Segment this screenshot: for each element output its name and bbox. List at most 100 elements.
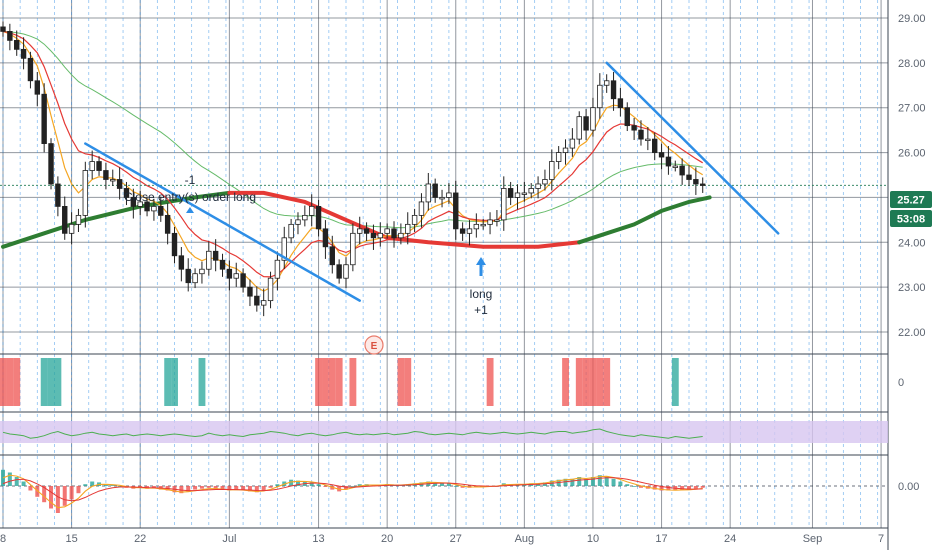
macd-hist-bar <box>563 478 568 486</box>
time-tick-label: 8 <box>0 533 6 545</box>
candle-down <box>507 188 514 198</box>
candle-up <box>295 219 301 225</box>
price-tick-label: 24.00 <box>898 237 926 249</box>
candle-up <box>151 206 157 212</box>
candle-up <box>501 188 507 221</box>
candle-up <box>597 84 603 109</box>
volume-signal-panel: 0 <box>0 358 904 406</box>
candle-up <box>521 192 528 195</box>
candle-up <box>281 237 287 261</box>
macd-hist-bar <box>344 486 348 490</box>
candle-down <box>247 286 253 297</box>
candle-down <box>7 31 13 41</box>
time-tick-label: 27 <box>450 533 462 545</box>
macd-hist-bar <box>261 486 266 491</box>
rsi-line <box>2 428 703 439</box>
candle-down <box>631 125 637 131</box>
candle-up <box>603 80 610 86</box>
price-tick-label: 26.00 <box>898 148 926 160</box>
signal-bar-red <box>335 358 343 406</box>
macd-hist-bar <box>316 484 321 486</box>
time-tick-label: 22 <box>134 533 146 545</box>
signal-bar-red <box>589 358 597 406</box>
candle-up <box>425 183 432 203</box>
candle-down <box>130 197 137 207</box>
macd-hist-bar <box>295 480 300 486</box>
macd-hist-bar <box>638 486 643 488</box>
macd-hist-bar <box>693 486 698 489</box>
macd-hist-bar <box>90 481 95 486</box>
candle-down <box>212 250 219 261</box>
signal-bar-red <box>322 358 329 406</box>
candle-down <box>363 228 370 234</box>
candle-down <box>391 228 397 239</box>
macd-hist-bar <box>268 486 273 488</box>
macd-hist-bar <box>289 479 294 486</box>
candle-up <box>377 232 383 239</box>
signal-bar-green <box>40 358 48 406</box>
signal-bar-red <box>13 358 21 406</box>
candle-down <box>583 116 589 131</box>
candle-down <box>693 179 699 185</box>
earnings-badge-label: E <box>371 341 378 352</box>
candle-up <box>398 232 404 239</box>
macd-hist-bar <box>577 477 582 486</box>
signal-bar-green <box>198 358 206 406</box>
macd-hist-bar <box>21 481 26 486</box>
macd-hist-bar <box>69 486 74 500</box>
time-axis[interactable]: 8 15 22 Jul 13 20 27 Aug 10 17 24 Sep 7 <box>0 533 884 545</box>
rsi-panel <box>0 421 888 443</box>
candle-up <box>514 192 521 198</box>
signal-bar-red <box>582 358 590 406</box>
macd-hist-bar <box>433 482 438 486</box>
macd-hist-bar <box>337 486 342 492</box>
ma-heavy-green-line <box>1 190 232 249</box>
candle-up <box>418 201 425 216</box>
exit-order-label: Close entry(s) order long <box>124 190 256 204</box>
candle-down <box>459 228 466 234</box>
candle-up <box>535 183 541 189</box>
time-tick-label: 10 <box>587 533 599 545</box>
candle-up <box>110 179 116 182</box>
macd-hist-bar <box>254 486 259 493</box>
macd-hist-bar <box>7 472 12 486</box>
macd-hist-bar <box>460 486 465 488</box>
signal-zero-label: 0 <box>898 377 904 389</box>
macd-hist-bar <box>440 483 445 486</box>
macd-hist-bar <box>199 486 204 489</box>
macd-hist-bar <box>680 486 685 490</box>
macd-hist-bar <box>323 486 328 487</box>
macd-hist-bar <box>206 486 211 488</box>
macd-hist-bar <box>453 486 458 487</box>
macd-hist-bar <box>49 486 54 509</box>
earnings-badge[interactable]: E <box>364 335 384 355</box>
candle-up <box>494 219 500 222</box>
signal-bar-red <box>6 358 14 406</box>
macd-hist-bar <box>687 486 691 490</box>
trendlines[interactable] <box>84 61 780 302</box>
signal-bar-red <box>0 358 7 406</box>
macd-hist-bar <box>357 484 362 486</box>
candle-up <box>343 264 349 279</box>
macd-hist-bar <box>234 486 239 490</box>
candle-up <box>233 273 239 279</box>
ma-heavy-green-line-2 <box>577 195 712 245</box>
candle-down <box>226 268 233 279</box>
candle-up <box>446 192 452 198</box>
candle-down <box>329 246 335 266</box>
macd-hist-bar <box>618 481 623 486</box>
candle-down <box>103 170 109 180</box>
macd-hist-bar <box>625 484 630 486</box>
signal-bar-green <box>47 358 55 406</box>
candle-down <box>254 295 260 306</box>
candle-up <box>555 152 562 162</box>
candle-down <box>48 143 54 185</box>
candle-up <box>411 214 418 225</box>
candle-down <box>116 179 123 189</box>
candle-up <box>302 214 308 221</box>
candle-up <box>569 138 576 149</box>
signal-bar-red <box>397 358 405 406</box>
macd-hist-bar <box>604 476 609 486</box>
candle-up <box>274 259 281 279</box>
